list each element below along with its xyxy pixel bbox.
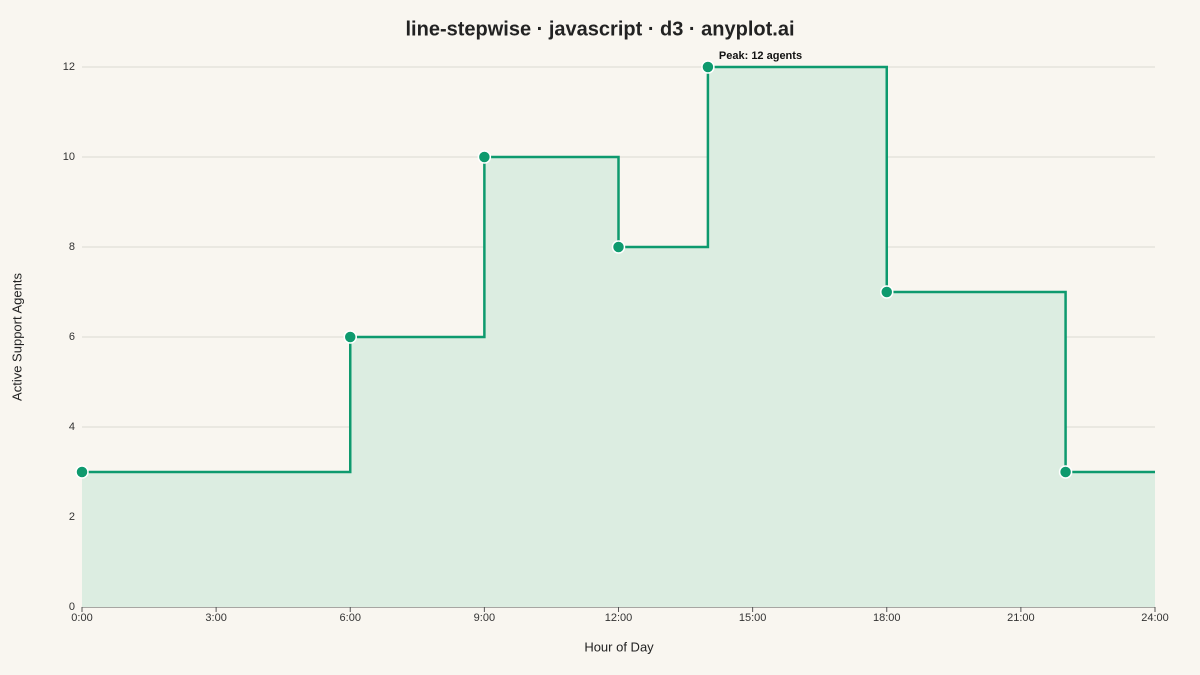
x-tick-label: 21:00 [1007, 612, 1035, 624]
x-tick-label: 18:00 [873, 612, 901, 624]
x-axis-label: Hour of Day [584, 639, 654, 654]
point [701, 60, 715, 74]
x-tick-label: 3:00 [205, 612, 226, 624]
y-tick-label: 10 [63, 151, 75, 163]
x-tick-label: 24:00 [1141, 612, 1169, 624]
point [477, 150, 492, 164]
x-tick-label: 6:00 [340, 612, 361, 624]
chart-title: line-stepwise · javascript · d3 · anyplo… [406, 18, 795, 40]
x-tick-label: 15:00 [739, 612, 767, 624]
y-axis-label: Active Support Agents [9, 273, 24, 401]
y-tick-label: 4 [69, 421, 75, 433]
y-tick-label: 0 [69, 601, 75, 613]
point [75, 465, 89, 479]
y-tick-label: 2 [69, 511, 75, 523]
y-tick-label: 8 [69, 241, 75, 253]
y-tick-label: 6 [69, 331, 75, 343]
y-tick-label: 12 [63, 61, 75, 73]
point [880, 285, 894, 299]
x-tick-label: 9:00 [474, 612, 495, 624]
point [611, 240, 626, 254]
annotation: Peak: 12 agents [719, 50, 802, 62]
x-tick-label: 12:00 [605, 612, 633, 624]
point [1058, 465, 1073, 479]
step-line [82, 65, 1155, 474]
point [343, 330, 357, 344]
x-tick-label: 0:00 [71, 612, 92, 624]
